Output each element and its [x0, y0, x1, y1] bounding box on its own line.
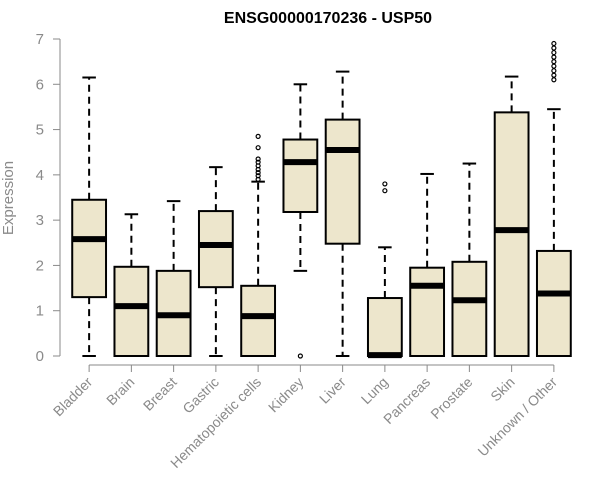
outlier-point: [551, 63, 557, 69]
x-tick-label: Liver: [316, 374, 349, 407]
outlier-point: [551, 40, 557, 47]
box-group: [493, 75, 530, 357]
iqr-box: [324, 118, 361, 245]
x-tick-label: Pancreas: [380, 374, 433, 427]
box-group: [71, 76, 108, 357]
y-tick-label: 0: [36, 348, 44, 365]
box-group: [366, 181, 403, 359]
outlier-point: [297, 353, 303, 359]
x-tick-label: Kidney: [265, 374, 307, 416]
chart-title: ENSG00000170236 - USP50: [224, 10, 432, 27]
outlier-point: [255, 169, 261, 176]
iqr-box: [113, 265, 150, 357]
box-group: [197, 166, 234, 357]
y-axis-label: Expression: [0, 161, 17, 235]
y-tick-label: 4: [36, 167, 44, 184]
outlier-point: [255, 145, 261, 151]
box-group: [409, 172, 446, 358]
y-tick-label: 1: [36, 303, 44, 320]
y-tick-label: 6: [36, 76, 44, 93]
iqr-box: [451, 260, 488, 358]
outlier-point: [255, 156, 261, 162]
x-tick-label: Lung: [358, 374, 391, 407]
y-tick-label: 7: [36, 31, 44, 48]
box-group: [155, 200, 192, 357]
iqr-box: [71, 198, 108, 299]
outlier-point: [255, 173, 261, 179]
box-group: [113, 213, 150, 357]
x-tick-label: Skin: [487, 374, 518, 405]
y-tick-label: 3: [36, 212, 44, 229]
box-group: [535, 40, 572, 358]
x-tick-label: Brain: [103, 374, 137, 408]
box-group: [324, 70, 361, 357]
iqr-box: [366, 297, 403, 357]
x-tick-label: Bladder: [50, 374, 96, 420]
x-tick-label: Prostate: [427, 374, 475, 422]
box-group: [451, 162, 488, 358]
box-group: [282, 83, 319, 359]
iqr-box: [409, 266, 446, 358]
outlier-point: [551, 49, 557, 56]
iqr-box: [535, 249, 572, 358]
outlier-point: [551, 77, 557, 83]
outlier-point: [255, 159, 261, 165]
iqr-box: [493, 111, 530, 357]
outlier-point: [382, 181, 388, 187]
outlier-point: [551, 45, 557, 51]
outlier-point: [551, 59, 557, 65]
outlier-point: [382, 188, 388, 194]
plot-area: [71, 40, 572, 359]
x-tick-label: Breast: [140, 374, 180, 414]
y-tick-label: 2: [36, 257, 44, 274]
outlier-point: [551, 68, 557, 74]
outlier-point: [255, 133, 261, 139]
y-tick-label: 5: [36, 122, 44, 139]
outlier-point: [551, 54, 557, 60]
iqr-box: [197, 210, 234, 289]
y-axis: 0 1 2 3 4 5 6 7: [36, 31, 61, 365]
x-tick-label: Unknown / Other: [474, 374, 560, 460]
iqr-box: [240, 284, 277, 357]
outlier-point: [551, 72, 557, 78]
iqr-box: [282, 138, 319, 213]
box-group: [240, 133, 277, 357]
